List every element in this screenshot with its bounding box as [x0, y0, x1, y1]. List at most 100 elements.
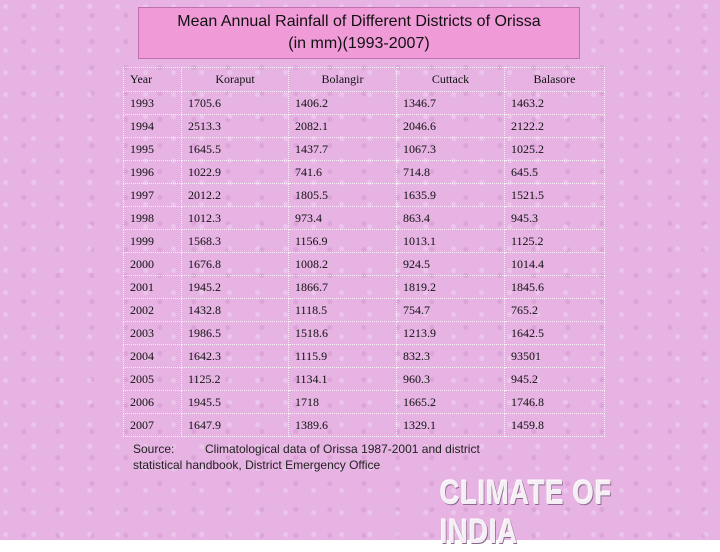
value-cell: 1012.3	[181, 206, 289, 230]
value-cell: 1635.9	[396, 183, 505, 207]
value-cell: 1986.5	[181, 321, 289, 345]
data-row: 1998 1012.3 973.4 863.4 945.3	[123, 206, 605, 230]
value-cell: 1805.5	[288, 183, 397, 207]
data-row: 2000 1676.8 1008.2 924.5 1014.4	[123, 252, 605, 276]
value-cell: 1665.2	[396, 390, 505, 414]
value-cell: 973.4	[288, 206, 397, 230]
value-cell: 1705.6	[181, 91, 289, 115]
value-cell: 1134.1	[288, 367, 397, 391]
value-cell: 754.7	[396, 298, 505, 322]
value-cell: 960.3	[396, 367, 505, 391]
data-row: 2002 1432.8 1118.5 754.7 765.2	[123, 298, 605, 322]
value-cell: 1014.4	[504, 252, 605, 276]
value-cell: 863.4	[396, 206, 505, 230]
value-cell: 1437.7	[288, 137, 397, 161]
year-cell: 2007	[123, 413, 182, 437]
header-row: Year Koraput Bolangir Cuttack Balasore	[123, 67, 605, 92]
value-cell: 1642.3	[181, 344, 289, 368]
value-cell: 1642.5	[504, 321, 605, 345]
value-cell: 832.3	[396, 344, 505, 368]
data-row: 2006 1945.5 1718 1665.2 1746.8	[123, 390, 605, 414]
value-cell: 1022.9	[181, 160, 289, 184]
value-cell: 1647.9	[181, 413, 289, 437]
source-text: Climatological data of Orissa 1987-2001 …	[205, 442, 480, 456]
value-cell: 1125.2	[504, 229, 605, 253]
year-cell: 2001	[123, 275, 182, 299]
value-cell: 93501	[504, 344, 605, 368]
year-cell: 1997	[123, 183, 182, 207]
value-cell: 2513.3	[181, 114, 289, 138]
data-row: 1999 1568.3 1156.9 1013.1 1125.2	[123, 229, 605, 253]
column-header: Koraput	[181, 67, 289, 92]
value-cell: 714.8	[396, 160, 505, 184]
data-row: 1995 1645.5 1437.7 1067.3 1025.2	[123, 137, 605, 161]
column-header: Cuttack	[396, 67, 505, 92]
value-cell: 1676.8	[181, 252, 289, 276]
value-cell: 1518.6	[288, 321, 397, 345]
value-cell: 1521.5	[504, 183, 605, 207]
year-cell: 1996	[123, 160, 182, 184]
value-cell: 1645.5	[181, 137, 289, 161]
year-cell: 2006	[123, 390, 182, 414]
value-cell: 2012.2	[181, 183, 289, 207]
value-cell: 1866.7	[288, 275, 397, 299]
data-row: 1994 2513.3 2082.1 2046.6 2122.2	[123, 114, 605, 138]
source-label: Source:	[133, 442, 175, 456]
year-cell: 1995	[123, 137, 182, 161]
value-cell: 1329.1	[396, 413, 505, 437]
value-cell: 1718	[288, 390, 397, 414]
year-cell: 1994	[123, 114, 182, 138]
value-cell: 1568.3	[181, 229, 289, 253]
year-cell: 2004	[123, 344, 182, 368]
value-cell: 1945.5	[181, 390, 289, 414]
title-box: Mean Annual Rainfall of Different Distri…	[138, 7, 580, 59]
value-cell: 2046.6	[396, 114, 505, 138]
value-cell: 741.6	[288, 160, 397, 184]
value-cell: 945.3	[504, 206, 605, 230]
value-cell: 1389.6	[288, 413, 397, 437]
value-cell: 1118.5	[288, 298, 397, 322]
column-header: Year	[123, 67, 182, 92]
value-cell: 1406.2	[288, 91, 397, 115]
logo: CLIMATE OF INDIA	[440, 474, 613, 551]
data-row: 2001 1945.2 1866.7 1819.2 1845.6	[123, 275, 605, 299]
source-line: Source: Climatological data of Orissa 198…	[133, 441, 480, 457]
value-cell: 645.5	[504, 160, 605, 184]
value-cell: 1746.8	[504, 390, 605, 414]
year-cell: 2002	[123, 298, 182, 322]
column-header: Bolangir	[288, 67, 397, 92]
year-cell: 1998	[123, 206, 182, 230]
value-cell: 1463.2	[504, 91, 605, 115]
year-cell: 1993	[123, 91, 182, 115]
value-cell: 1346.7	[396, 91, 505, 115]
value-cell: 1115.9	[288, 344, 397, 368]
column-header: Balasore	[504, 67, 605, 92]
value-cell: 1025.2	[504, 137, 605, 161]
rainfall-table: Year Koraput Bolangir Cuttack Balasore 1993 17…	[123, 67, 605, 437]
year-cell: 1999	[123, 229, 182, 253]
data-row: 2004 1642.3 1115.9 832.3 93501	[123, 344, 605, 368]
value-cell: 1432.8	[181, 298, 289, 322]
data-row: 2005 1125.2 1134.1 960.3 945.2	[123, 367, 605, 391]
value-cell: 924.5	[396, 252, 505, 276]
source-note: Source: Climatological data of Orissa 198…	[133, 441, 480, 473]
value-cell: 945.2	[504, 367, 605, 391]
value-cell: 1008.2	[288, 252, 397, 276]
value-cell: 1945.2	[181, 275, 289, 299]
value-cell: 2122.2	[504, 114, 605, 138]
value-cell: 1845.6	[504, 275, 605, 299]
year-cell: 2003	[123, 321, 182, 345]
data-row: 1997 2012.2 1805.5 1635.9 1521.5	[123, 183, 605, 207]
data-row: 1996 1022.9 741.6 714.8 645.5	[123, 160, 605, 184]
data-row: 2007 1647.9 1389.6 1329.1 1459.8	[123, 413, 605, 437]
value-cell: 2082.1	[288, 114, 397, 138]
year-cell: 2005	[123, 367, 182, 391]
value-cell: 765.2	[504, 298, 605, 322]
title: Mean Annual Rainfall of Different Distri…	[177, 13, 541, 30]
data-row: 2003 1986.5 1518.6 1213.9 1642.5	[123, 321, 605, 345]
value-cell: 1156.9	[288, 229, 397, 253]
source-line: statistical handbook, District Emergency…	[133, 458, 381, 472]
value-cell: 1819.2	[396, 275, 505, 299]
data-row: 1993 1705.6 1406.2 1346.7 1463.2	[123, 91, 605, 115]
